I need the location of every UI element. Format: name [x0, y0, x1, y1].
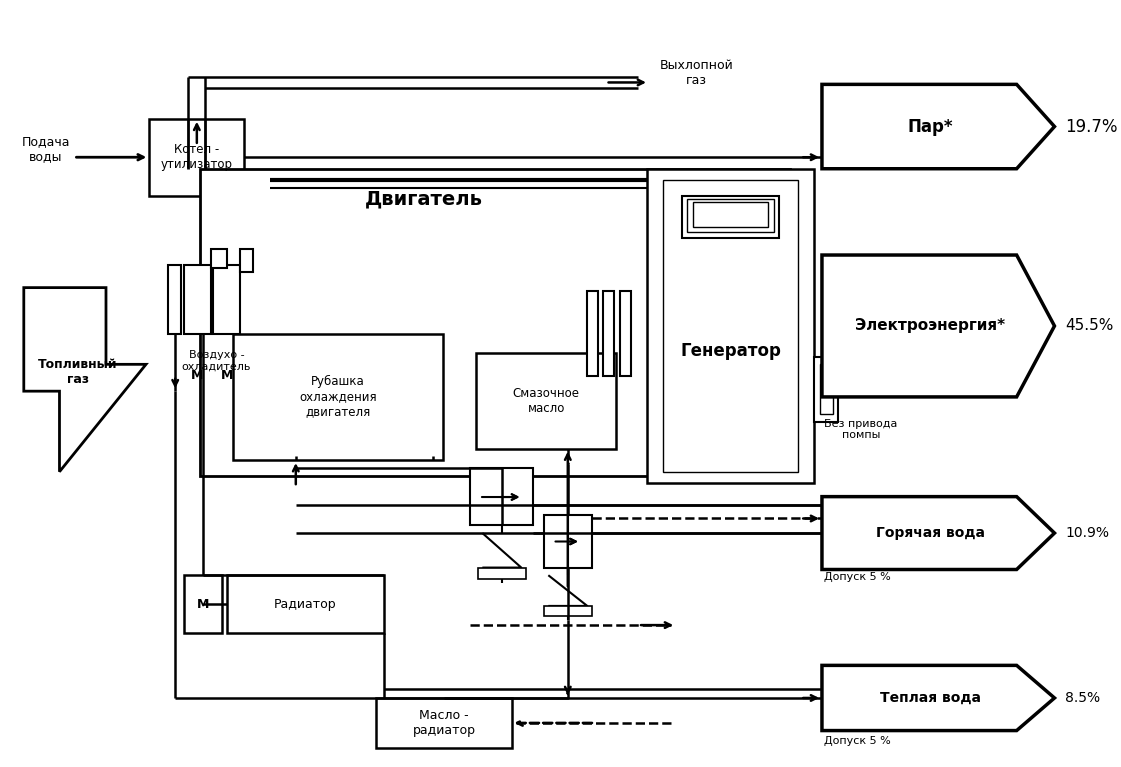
Text: 19.7%: 19.7% — [1065, 117, 1118, 136]
Text: Радиатор: Радиатор — [275, 597, 336, 611]
Text: 8.5%: 8.5% — [1065, 691, 1101, 705]
Text: Рубашка
охлаждения
двигателя: Рубашка охлаждения двигателя — [299, 375, 377, 419]
Bar — [478, 568, 526, 579]
Text: М: М — [196, 597, 209, 611]
Bar — [232, 334, 444, 460]
Text: Допуск 5 %: Допуск 5 % — [824, 571, 891, 582]
Bar — [544, 515, 592, 568]
Bar — [587, 291, 599, 376]
Text: Без привода
помпы: Без привода помпы — [824, 419, 898, 440]
Bar — [603, 291, 614, 376]
Bar — [471, 468, 534, 525]
Text: Котел -
утилизатор: Котел - утилизатор — [160, 143, 233, 171]
Text: Подача
воды: Подача воды — [21, 136, 71, 163]
Bar — [228, 575, 385, 633]
Polygon shape — [822, 497, 1055, 569]
Text: Двигатель: Двигатель — [365, 190, 483, 209]
Bar — [687, 199, 773, 232]
Bar — [377, 698, 511, 748]
Bar — [213, 265, 240, 334]
Bar — [168, 265, 180, 334]
Bar — [663, 180, 798, 472]
Polygon shape — [24, 288, 146, 472]
Bar — [211, 249, 228, 268]
Bar — [682, 196, 779, 238]
Bar — [184, 575, 222, 633]
Bar — [200, 169, 789, 476]
Text: 10.9%: 10.9% — [1065, 526, 1110, 540]
Bar — [814, 357, 839, 422]
Bar — [476, 353, 617, 449]
Text: Воздухо -
охладитель: Воздухо - охладитель — [182, 350, 251, 371]
Bar — [647, 169, 814, 483]
Text: М: М — [191, 370, 203, 382]
Text: Пар*: Пар* — [907, 117, 953, 136]
Bar — [184, 265, 211, 334]
Bar — [240, 249, 253, 272]
Text: 45.5%: 45.5% — [1065, 318, 1113, 334]
Polygon shape — [822, 255, 1055, 397]
Polygon shape — [822, 665, 1055, 730]
Bar — [149, 119, 244, 196]
Text: Горячая вода: Горячая вода — [876, 526, 984, 540]
Text: Масло -
радиатор: Масло - радиатор — [413, 709, 475, 737]
Text: Выхлопной
газ: Выхлопной газ — [660, 59, 733, 87]
Text: Генератор: Генератор — [680, 342, 781, 360]
Text: Допуск 5 %: Допуск 5 % — [824, 736, 891, 746]
Polygon shape — [822, 84, 1055, 169]
Text: Топливный
газ: Топливный газ — [38, 358, 118, 386]
Text: Электроэнергия*: Электроэнергия* — [855, 318, 1006, 334]
Bar — [693, 202, 768, 227]
Bar — [544, 606, 592, 616]
Text: Смазочное
масло: Смазочное масло — [512, 387, 580, 415]
Bar — [620, 291, 630, 376]
Text: Теплая вода: Теплая вода — [880, 691, 981, 705]
Bar — [819, 364, 833, 414]
Text: М: М — [221, 370, 233, 382]
